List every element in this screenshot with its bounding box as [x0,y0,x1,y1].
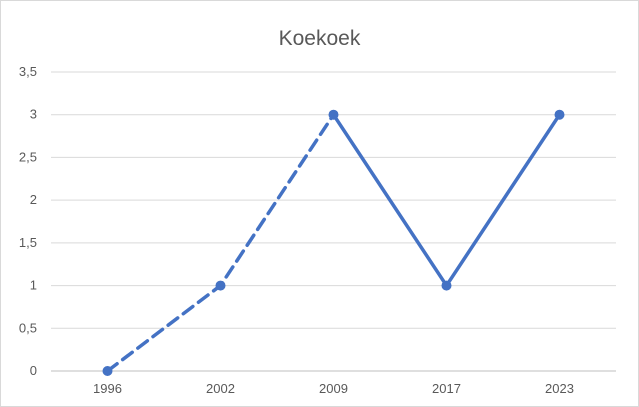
x-tick-label: 2002 [206,381,235,396]
data-point [102,366,113,376]
y-tick-label: 2 [30,192,37,207]
y-tick-label: 2,5 [19,149,37,164]
data-point [441,280,452,291]
y-tick-label: 3,5 [19,64,37,79]
y-tick-label: 0 [30,363,37,378]
chart-title: Koekoek [278,27,361,50]
y-tick-label: 1,5 [19,235,37,250]
data-point [215,280,226,291]
x-tick-label: 1996 [93,381,122,396]
x-tick-label: 2009 [319,381,348,396]
y-tick-label: 0,5 [19,320,37,335]
y-tick-label: 1 [30,278,37,293]
data-point [328,109,339,120]
x-tick-label: 2023 [545,381,574,396]
y-tick-label: 3 [30,107,37,122]
data-point [554,109,565,120]
x-tick-label: 2017 [432,381,461,396]
